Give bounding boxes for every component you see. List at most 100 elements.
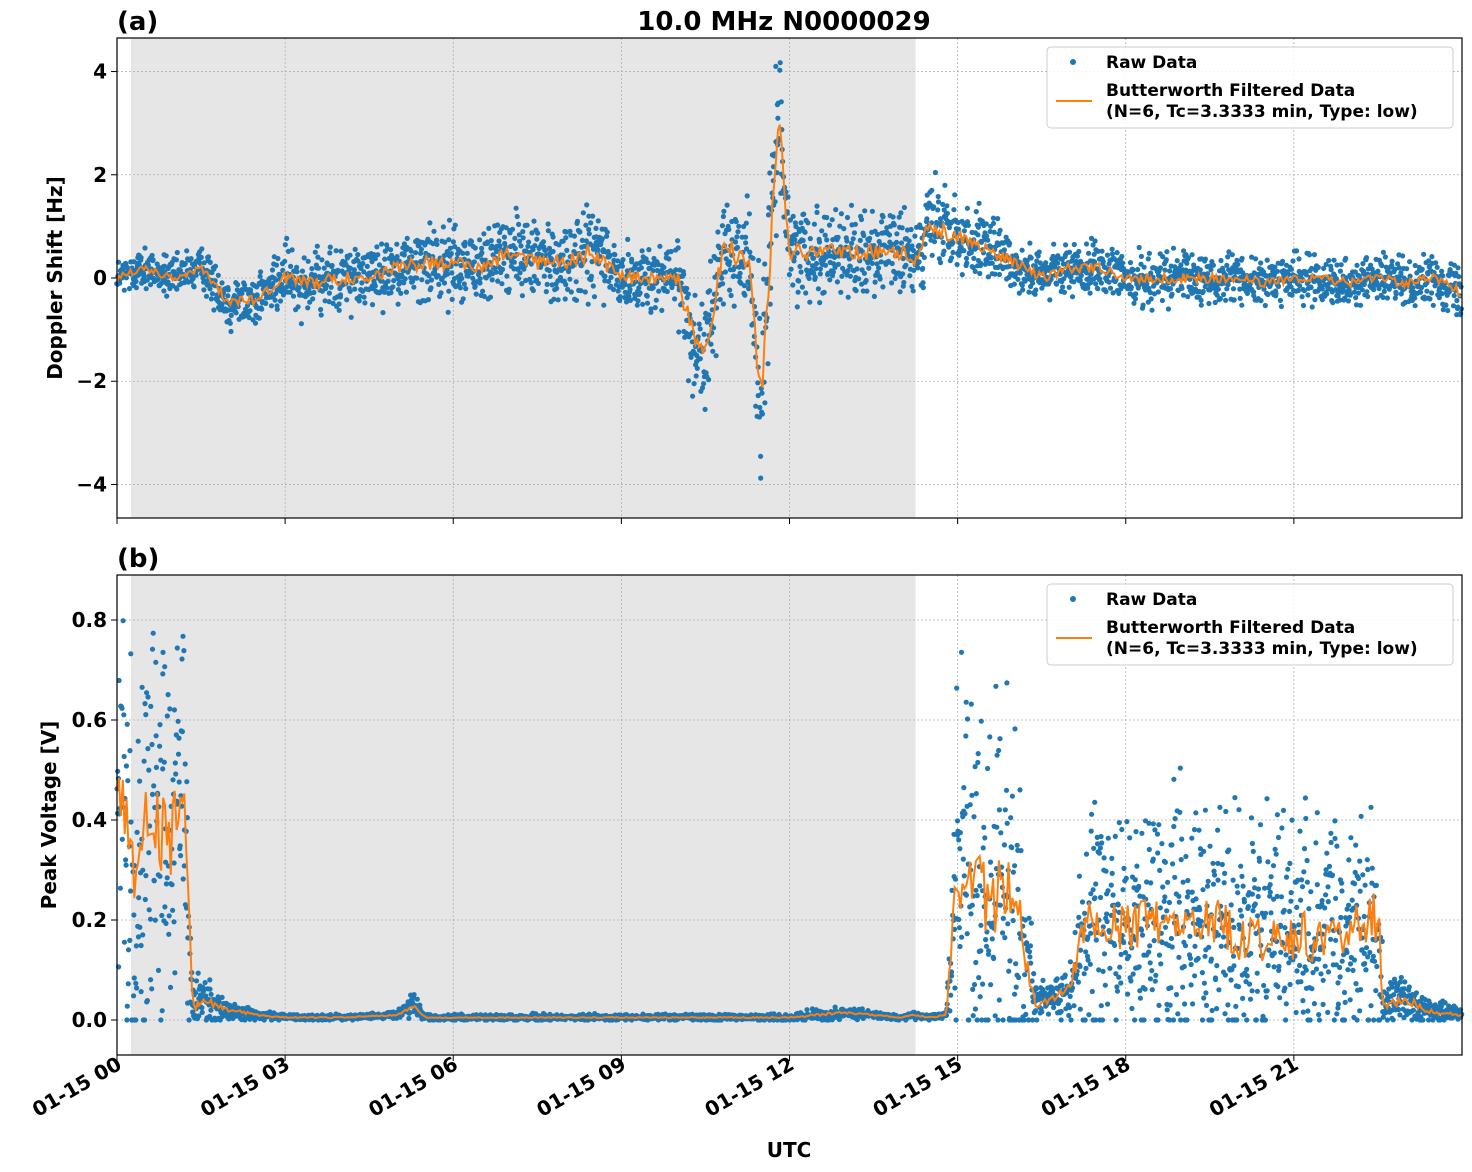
raw-point [311,289,317,296]
raw-point [153,659,159,665]
raw-point [757,404,763,411]
raw-point [1223,297,1229,303]
raw-point [148,703,154,710]
raw-point [965,222,972,228]
raw-point [1141,264,1147,270]
raw-point [175,718,181,724]
raw-point [301,255,307,261]
raw-point [228,328,234,335]
raw-point [327,244,333,250]
raw-point [1309,304,1315,310]
y-tick-label: 2 [93,163,107,187]
raw-point [247,308,253,314]
raw-point [610,286,617,293]
raw-point [586,213,592,219]
raw-point [1433,260,1439,266]
raw-point [1324,291,1330,297]
raw-point [701,331,707,337]
raw-point [337,294,343,300]
panel-a-label: (a) [117,7,158,37]
raw-point [664,288,670,295]
raw-point [654,267,660,274]
raw-point [275,255,281,262]
raw-point [323,282,330,288]
raw-point [972,268,978,274]
raw-point [1231,297,1237,303]
raw-point [239,287,245,293]
raw-point [1098,280,1104,286]
raw-point [1330,300,1336,306]
raw-point [400,268,406,274]
raw-point [863,277,869,284]
raw-point [591,294,598,300]
raw-point [247,287,254,293]
raw-point [134,829,140,835]
raw-point [377,289,383,295]
raw-point [135,738,141,744]
raw-point [182,261,188,267]
raw-point [544,281,550,287]
raw-point [1424,288,1430,294]
raw-point [852,221,859,227]
raw-point [512,245,518,252]
raw-point [1157,265,1163,271]
raw-point [144,277,150,283]
raw-point [615,258,621,264]
raw-point [973,209,979,215]
raw-point [554,269,560,275]
raw-point [1295,287,1302,293]
raw-point [990,220,997,226]
raw-point [777,60,783,66]
raw-point [1198,302,1204,308]
raw-point [567,228,573,234]
raw-point [479,245,485,251]
raw-point [807,299,813,305]
raw-point [1337,268,1343,274]
raw-point [724,202,730,208]
raw-point [879,219,885,225]
raw-point [1071,241,1077,248]
raw-point [480,288,486,294]
raw-point [333,248,339,254]
raw-point [773,233,779,239]
raw-point [1061,289,1067,295]
raw-point [438,290,444,296]
raw-point [1109,251,1115,257]
raw-point [1104,252,1111,258]
raw-point [856,276,862,282]
raw-point [177,843,183,849]
raw-point [582,289,588,295]
raw-point [795,289,801,295]
raw-point [446,288,452,294]
raw-point [946,225,953,231]
raw-point [1162,267,1168,273]
raw-point [653,297,659,303]
raw-point [924,216,930,222]
raw-point [961,228,968,234]
raw-point [546,245,553,251]
raw-point [542,247,549,254]
raw-point [535,230,541,236]
raw-point [815,286,822,292]
raw-point [1148,296,1154,302]
raw-point [833,207,839,213]
raw-point [520,229,526,235]
raw-point [489,277,495,283]
raw-point [394,254,400,260]
raw-point [1328,267,1334,273]
raw-point [586,231,592,237]
raw-point [1253,256,1259,262]
raw-point [263,300,269,306]
raw-point [1451,293,1457,299]
raw-point [1331,257,1337,263]
raw-point [901,204,908,211]
raw-point [847,273,854,279]
raw-point [1427,296,1433,302]
raw-point [1107,285,1114,291]
raw-point [757,315,763,321]
raw-point [620,257,626,263]
y-tick-label: −2 [76,369,107,393]
raw-point [472,283,478,289]
raw-point [1326,257,1332,264]
raw-point [444,267,450,273]
